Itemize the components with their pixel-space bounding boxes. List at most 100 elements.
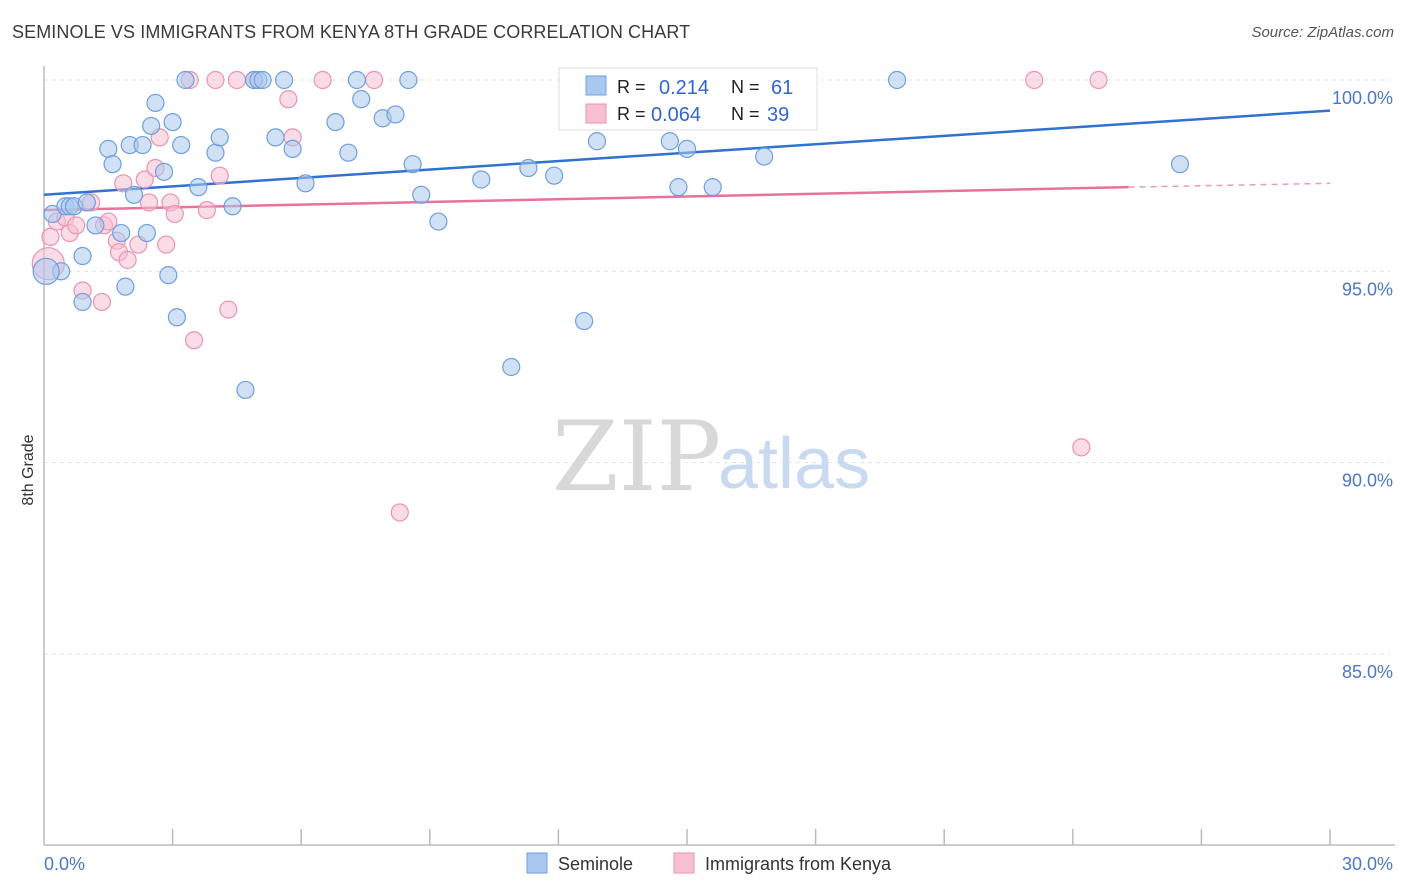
kenya-point	[165, 204, 184, 224]
y-axis-label: 8th Grade	[20, 434, 37, 505]
seminole-point	[210, 128, 229, 147]
seminole-point	[403, 155, 422, 174]
seminole-point	[502, 357, 521, 377]
seminole-point	[223, 197, 242, 216]
kenya-point	[364, 70, 384, 90]
seminole-point	[206, 143, 225, 162]
watermark-atlas: atlas	[718, 424, 870, 504]
y-tick-label: 85.0%	[1342, 662, 1393, 682]
seminole-point	[116, 277, 135, 296]
kenya-point	[41, 227, 60, 246]
legend-r-label-2: R =	[617, 104, 646, 124]
seminole-points	[32, 70, 1190, 400]
legend-swatch-seminole	[585, 75, 607, 96]
seminole-point	[412, 185, 431, 204]
x-tick-label: 0.0%	[44, 854, 85, 874]
kenya-point	[67, 216, 86, 235]
kenya-point	[210, 166, 229, 185]
watermark: ZIP atlas	[552, 401, 870, 513]
seminole-point	[587, 132, 607, 151]
seminole-point	[112, 223, 131, 243]
bottom-legend-label-seminole: Seminole	[558, 854, 633, 874]
kenya-point	[197, 201, 216, 220]
legend-n-value-2: 39	[767, 104, 789, 126]
legend-r-value-2: 0.064	[651, 104, 701, 126]
kenya-point	[139, 193, 159, 212]
seminole-point	[755, 147, 774, 166]
seminole-point	[887, 70, 907, 90]
seminole-point	[399, 70, 418, 90]
kenya-point	[219, 300, 238, 319]
seminole-point	[386, 105, 405, 124]
seminole-point	[352, 90, 371, 109]
bottom-legend-swatch-seminole	[526, 852, 548, 874]
legend-n-label-1: N =	[731, 77, 760, 97]
bottom-legend-swatch-kenya	[673, 852, 695, 874]
seminole-point	[339, 143, 358, 162]
correlation-legend: R = 0.214 N = 61 R = 0.064 N = 39	[558, 67, 818, 131]
source-credit: Source: ZipAtlas.com	[1251, 24, 1394, 41]
kenya-point	[157, 235, 176, 254]
seminole-point	[274, 70, 294, 90]
axes	[43, 66, 1395, 846]
seminole-point	[133, 135, 152, 155]
seminole-point	[1170, 155, 1190, 174]
legend-swatch-kenya	[585, 103, 607, 124]
seminole-point	[677, 139, 697, 158]
seminole-point	[86, 216, 105, 235]
seminole-point	[296, 174, 315, 193]
seminole-point	[519, 158, 538, 178]
seminole-point	[236, 380, 255, 400]
seminole-point	[703, 178, 722, 197]
seminole-point	[32, 257, 60, 285]
watermark-zip: ZIP	[552, 401, 721, 513]
y-tick-label: 90.0%	[1342, 471, 1393, 491]
seminole-point	[176, 70, 195, 90]
seminole-point	[159, 266, 178, 285]
kenya-point	[184, 331, 204, 350]
seminole-point	[669, 178, 688, 197]
kenya-point	[279, 90, 298, 109]
seminole-point	[326, 112, 345, 132]
seminole-point	[99, 139, 118, 158]
kenya-point	[1072, 438, 1091, 457]
seminole-point	[142, 116, 161, 136]
kenya-point	[206, 70, 225, 90]
seminole-point	[172, 135, 191, 155]
seminole-point	[429, 212, 448, 231]
x-tick-label: 30.0%	[1342, 854, 1393, 874]
seminole-point	[545, 166, 564, 185]
seminole-point	[283, 139, 302, 158]
seminole-point	[167, 308, 186, 327]
legend-n-label-2: N =	[731, 104, 760, 124]
seminole-point	[137, 223, 156, 243]
kenya-point	[135, 170, 154, 189]
seminole-point	[189, 178, 208, 197]
seminole-point	[253, 70, 272, 90]
chart-title: SEMINOLE VS IMMIGRANTS FROM KENYA 8TH GR…	[12, 22, 691, 42]
kenya-point	[227, 70, 246, 90]
legend-r-value-1: 0.214	[659, 77, 709, 99]
seminole-point	[77, 193, 96, 212]
seminole-point	[73, 292, 92, 312]
y-tick-labels: 100.0% 95.0% 90.0% 85.0%	[1332, 88, 1393, 682]
seminole-point	[575, 311, 594, 331]
series-legend: Seminole Immigrants from Kenya	[526, 852, 892, 874]
legend-n-value-1: 61	[771, 77, 793, 99]
kenya-point	[118, 250, 137, 269]
seminole-point	[103, 155, 122, 174]
seminole-point	[347, 70, 367, 90]
seminole-point	[154, 162, 174, 181]
y-tick-label: 95.0%	[1342, 279, 1393, 299]
bottom-legend-label-kenya: Immigrants from Kenya	[705, 854, 892, 874]
kenya-point	[1025, 70, 1044, 90]
kenya-point	[92, 292, 111, 312]
seminole-point	[472, 170, 491, 189]
kenya-point	[114, 174, 133, 193]
kenya-point	[1089, 70, 1108, 90]
seminole-point	[266, 128, 285, 147]
kenya-point	[313, 70, 332, 90]
seminole-point	[163, 112, 182, 132]
kenya-trend-extension	[1128, 182, 1331, 188]
